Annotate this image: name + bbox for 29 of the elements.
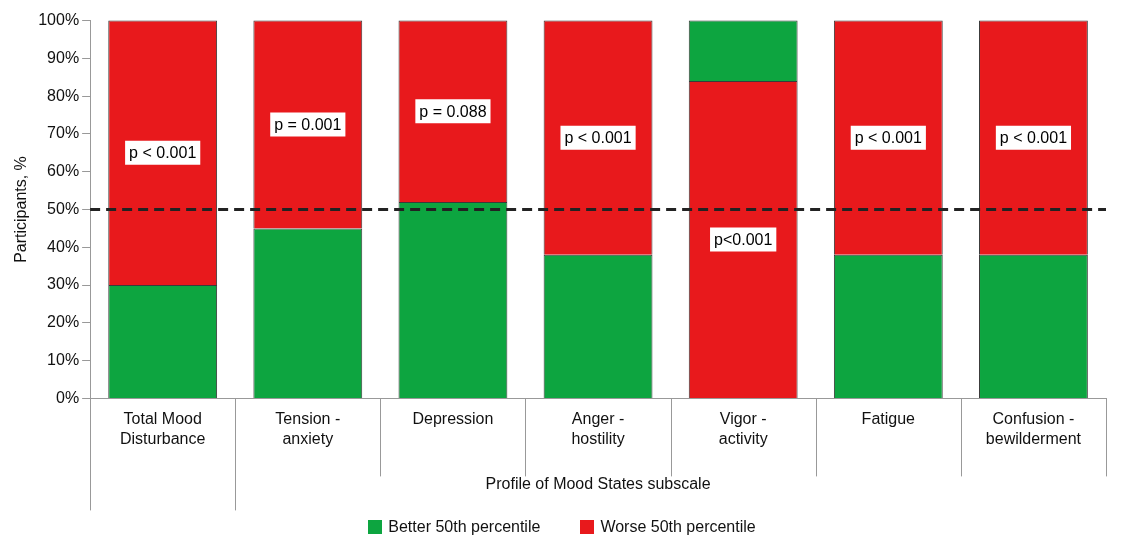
annotation: p < 0.001 (854, 129, 922, 147)
x-tick-label: Total Mood Disturbance (120, 410, 206, 447)
y-tick-label: 40% (47, 237, 80, 255)
y-tick-label: 80% (47, 86, 80, 104)
annotation: p = 0.001 (274, 115, 342, 133)
annotation: p < 0.001 (999, 129, 1068, 147)
y-tick-label: 10% (47, 351, 80, 369)
annotation: p<0.001 (714, 230, 773, 248)
x-axis-title: Profile of Mood States subscale (485, 474, 711, 492)
y-tick-label: 100% (38, 11, 80, 29)
y-tick-label: 20% (47, 313, 80, 331)
annotation: p = 0.088 (419, 102, 487, 120)
y-tick-label: 60% (47, 162, 80, 180)
y-tick-label: 90% (47, 48, 80, 66)
annotation: p < 0.001 (564, 129, 632, 147)
y-axis-title: Participants, % (12, 156, 30, 263)
x-tick-label: Tension - anxiety (275, 410, 341, 447)
legend-label: Better 50th percentile (388, 518, 541, 536)
annotation: p < 0.001 (129, 144, 197, 162)
y-tick-label: 30% (47, 275, 80, 293)
x-tick-label: Vigor - activity (718, 410, 768, 447)
x-tick-label: Anger - hostility (571, 410, 625, 447)
y-tick-label: 50% (47, 199, 80, 217)
legend-label: Worse 50th percentile (600, 518, 756, 536)
y-tick-label: 0% (56, 388, 80, 406)
x-tick-label: Fatigue (861, 410, 916, 428)
x-tick-label: Confusion - bewilderment (985, 410, 1082, 447)
x-tick-label: Depression (412, 410, 494, 428)
y-tick-label: 70% (47, 124, 80, 142)
